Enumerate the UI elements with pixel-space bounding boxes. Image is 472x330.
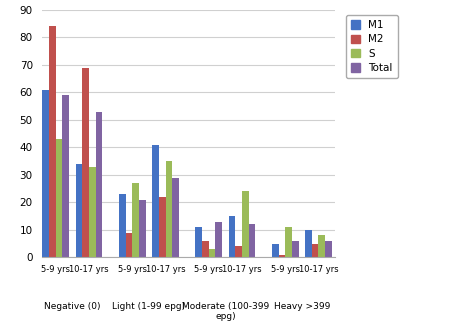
Bar (42, 90, 49, 257)
Bar (285, 227, 292, 257)
Bar (89, 167, 96, 257)
Bar (83, 68, 89, 257)
Bar (172, 178, 179, 257)
Text: Negative (0): Negative (0) (44, 302, 101, 311)
Bar (202, 241, 209, 257)
Bar (249, 224, 255, 257)
Bar (272, 244, 278, 257)
Bar (215, 222, 222, 257)
Bar (292, 241, 298, 257)
Bar (242, 191, 249, 257)
Bar (76, 164, 83, 257)
Bar (319, 235, 325, 257)
Bar (278, 255, 285, 257)
Bar (159, 197, 166, 257)
Bar (236, 247, 242, 257)
Bar (139, 200, 145, 257)
Bar (312, 244, 319, 257)
Bar (126, 233, 132, 257)
Bar (56, 139, 62, 257)
Bar (195, 227, 202, 257)
Text: Light (1-99 epg): Light (1-99 epg) (112, 302, 185, 311)
Bar (96, 112, 102, 257)
Bar (62, 95, 69, 257)
Bar (152, 145, 159, 257)
Bar (49, 26, 56, 257)
Bar (132, 183, 139, 257)
Bar (229, 216, 236, 257)
Legend: M1, M2, S, Total: M1, M2, S, Total (346, 15, 397, 78)
Text: Heavy >399: Heavy >399 (274, 302, 330, 311)
Text: Moderate (100-399
epg): Moderate (100-399 epg) (182, 302, 269, 321)
Bar (166, 161, 172, 257)
Bar (209, 249, 215, 257)
Bar (325, 241, 332, 257)
Bar (119, 194, 126, 257)
Bar (305, 230, 312, 257)
